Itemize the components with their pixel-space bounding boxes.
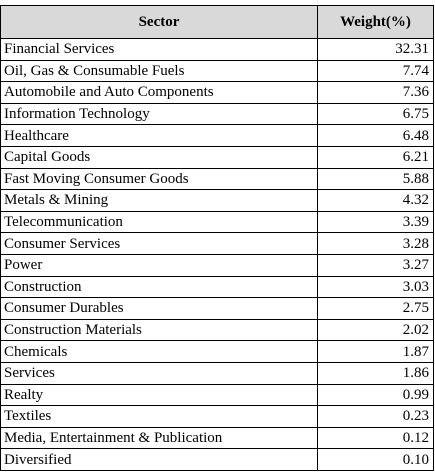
table-row: Healthcare 6.48 <box>0 124 434 147</box>
table-row: Media, Entertainment & Publication 0.12 <box>0 426 434 450</box>
header-weight: Weight(%) <box>317 5 434 39</box>
table-row: Fast Moving Consumer Goods 5.88 <box>0 167 434 191</box>
weight-cell: 3.27 <box>317 253 434 277</box>
sector-cell: Automobile and Auto Components <box>0 81 318 104</box>
sector-cell: Fast Moving Consumer Goods <box>0 167 318 191</box>
sector-cell: Chemicals <box>0 340 318 363</box>
table-row: Metals & Mining 4.32 <box>0 189 434 212</box>
sector-cell: Textiles <box>0 405 318 428</box>
weight-cell: 1.87 <box>317 340 434 363</box>
table-row: Consumer Services 3.28 <box>0 232 434 255</box>
table-row: Power 3.27 <box>0 253 434 277</box>
sector-cell: Information Technology <box>0 102 318 126</box>
sector-cell: Telecommunication <box>0 210 318 234</box>
table-row: Consumer Durables 2.75 <box>0 297 434 320</box>
table-row: Services 1.86 <box>0 361 434 385</box>
table-row: Realty 0.99 <box>0 383 434 407</box>
weight-cell: 2.75 <box>317 297 434 320</box>
table-row: Oil, Gas & Consumable Fuels 7.74 <box>0 59 434 83</box>
table-body: Financial Services 32.31 Oil, Gas & Consum… <box>0 38 434 471</box>
weight-cell: 3.28 <box>317 232 434 255</box>
weight-cell: 6.75 <box>317 102 434 126</box>
sector-cell: Construction Materials <box>0 318 318 342</box>
header-sector: Sector <box>0 5 318 39</box>
weight-cell: 5.88 <box>317 167 434 191</box>
weight-cell: 1.86 <box>317 361 434 385</box>
sector-cell: Consumer Services <box>0 232 318 255</box>
table-header-row: Sector Weight(%) <box>0 5 434 39</box>
weight-cell: 7.36 <box>317 81 434 104</box>
weight-cell: 2.02 <box>317 318 434 342</box>
sector-cell: Construction <box>0 275 318 299</box>
sector-cell: Healthcare <box>0 124 318 147</box>
weight-cell: 0.23 <box>317 405 434 428</box>
sector-weight-table: Sector Weight(%) Financial Services 32.31… <box>0 5 434 471</box>
table-row: Automobile and Auto Components 7.36 <box>0 81 434 104</box>
weight-cell: 7.74 <box>317 59 434 83</box>
weight-cell: 0.99 <box>317 383 434 407</box>
table-row: Diversified 0.10 <box>0 448 434 471</box>
sector-cell: Services <box>0 361 318 385</box>
table-row: Chemicals 1.87 <box>0 340 434 363</box>
sector-cell: Consumer Durables <box>0 297 318 320</box>
weight-cell: 6.48 <box>317 124 434 147</box>
weight-cell: 0.10 <box>317 448 434 471</box>
table-row: Construction Materials 2.02 <box>0 318 434 342</box>
table-row: Textiles 0.23 <box>0 405 434 428</box>
sector-cell: Capital Goods <box>0 145 318 169</box>
weight-cell: 0.12 <box>317 426 434 450</box>
table-row: Construction 3.03 <box>0 275 434 299</box>
sector-cell: Diversified <box>0 448 318 471</box>
weight-cell: 4.32 <box>317 189 434 212</box>
sector-cell: Realty <box>0 383 318 407</box>
sector-cell: Metals & Mining <box>0 189 318 212</box>
sector-cell: Oil, Gas & Consumable Fuels <box>0 59 318 83</box>
table-row: Financial Services 32.31 <box>0 38 434 61</box>
sector-cell: Media, Entertainment & Publication <box>0 426 318 450</box>
sector-cell: Power <box>0 253 318 277</box>
table-row: Telecommunication 3.39 <box>0 210 434 234</box>
table-row: Capital Goods 6.21 <box>0 145 434 169</box>
sector-cell: Financial Services <box>0 38 318 61</box>
weight-cell: 3.03 <box>317 275 434 299</box>
weight-cell: 6.21 <box>317 145 434 169</box>
weight-cell: 3.39 <box>317 210 434 234</box>
weight-cell: 32.31 <box>317 38 434 61</box>
table-row: Information Technology 6.75 <box>0 102 434 126</box>
sector-weight-table-container: Sector Weight(%) Financial Services 32.31… <box>0 5 434 471</box>
